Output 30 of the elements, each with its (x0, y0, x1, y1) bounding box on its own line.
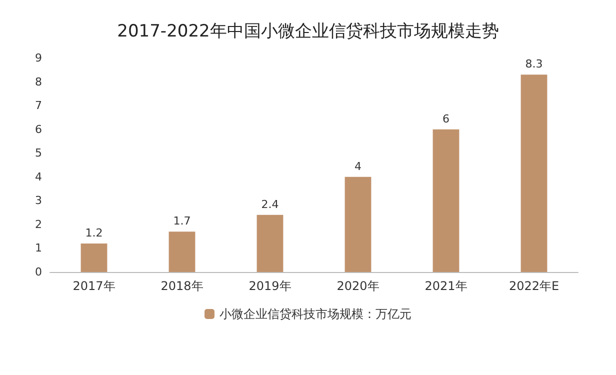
bar (344, 176, 372, 272)
data-label: 8.3 (525, 58, 543, 71)
data-label: 4 (354, 160, 362, 173)
x-tick-label: 2021年 (424, 279, 468, 293)
chart-title: 2017-2022年中国小微企业信贷科技市场规模走势 (117, 22, 499, 42)
bar (520, 74, 548, 272)
bar (256, 214, 284, 272)
bar (80, 243, 108, 272)
x-tick-label: 2018年 (160, 279, 204, 293)
y-tick-label: 2 (35, 218, 42, 231)
data-label: 2.4 (261, 198, 279, 211)
y-tick-label: 3 (35, 194, 42, 208)
data-label: 1.7 (173, 214, 191, 228)
x-tick-label: 2019年 (248, 279, 292, 293)
bar (168, 232, 196, 272)
y-tick-label: 1 (35, 242, 42, 255)
x-tick-label: 2020年 (336, 279, 380, 293)
y-tick-label: 6 (35, 122, 42, 136)
y-tick-label: 5 (35, 146, 42, 160)
data-label: 6 (442, 112, 450, 126)
legend-label: 小微企业信贷科技市场规模：万亿元 (220, 307, 412, 321)
y-tick-label: 9 (35, 52, 42, 64)
bar (432, 129, 460, 272)
data-label: 1.2 (85, 226, 103, 240)
x-tick-label: 2017年 (72, 279, 116, 293)
y-tick-label: 4 (35, 170, 42, 184)
y-tick-label: 0 (35, 266, 42, 278)
y-tick-label: 7 (35, 99, 42, 112)
x-tick-label: 2022年E (508, 279, 560, 293)
y-tick-label: 8 (35, 75, 42, 88)
